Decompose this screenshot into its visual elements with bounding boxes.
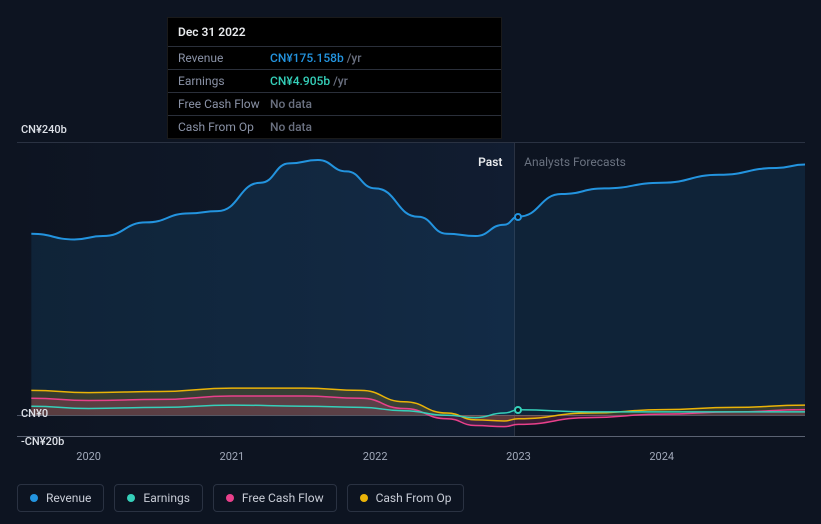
chart-marker — [514, 406, 522, 414]
tooltip-row-label: Earnings — [178, 74, 270, 88]
tooltip-row: Free Cash FlowNo data — [168, 93, 501, 116]
legend-item-earnings[interactable]: Earnings — [114, 484, 203, 512]
earnings-revenue-chart: CN¥240b Past Analysts Forecasts CN¥0 -CN… — [17, 125, 805, 475]
tooltip-row-label: Free Cash Flow — [178, 97, 270, 111]
tooltip-row: Cash From OpNo data — [168, 116, 501, 138]
legend-dot-icon — [127, 494, 135, 502]
tooltip-row-value: CN¥4.905b/yr — [270, 74, 348, 88]
tooltip-row: EarningsCN¥4.905b/yr — [168, 70, 501, 93]
tooltip-row-label: Revenue — [178, 51, 270, 65]
tooltip-row-value: No data — [270, 97, 312, 111]
tooltip-row: RevenueCN¥175.158b/yr — [168, 47, 501, 70]
y-axis-top-label: CN¥240b — [21, 123, 67, 136]
tooltip-row-value: CN¥175.158b/yr — [270, 51, 362, 65]
tooltip-date: Dec 31 2022 — [168, 18, 501, 47]
chart-svg — [17, 143, 805, 438]
x-axis-labels: 2020 2021 2022 2023 2024 — [17, 450, 805, 470]
plot-area[interactable]: Past Analysts Forecasts — [17, 142, 805, 437]
legend-dot-icon — [30, 494, 38, 502]
x-axis-tick: 2020 — [76, 450, 101, 463]
chart-tooltip: Dec 31 2022 RevenueCN¥175.158b/yrEarning… — [167, 17, 502, 139]
legend-label: Free Cash Flow — [242, 491, 324, 505]
chart-marker — [514, 213, 522, 221]
legend-item-revenue[interactable]: Revenue — [17, 484, 104, 512]
tooltip-row-value: No data — [270, 120, 312, 134]
series-fill-revenue — [31, 160, 805, 415]
legend-label: Cash From Op — [376, 491, 452, 505]
y-axis-zero-label: CN¥0 — [21, 407, 48, 420]
x-axis-tick: 2021 — [220, 450, 245, 463]
x-axis-tick: 2024 — [649, 450, 674, 463]
chart-legend: Revenue Earnings Free Cash Flow Cash From O… — [17, 484, 464, 512]
y-axis-bottom-label: -CN¥20b — [21, 435, 64, 448]
legend-dot-icon — [360, 494, 368, 502]
tooltip-row-label: Cash From Op — [178, 120, 270, 134]
legend-label: Earnings — [143, 491, 190, 505]
x-axis-tick: 2022 — [363, 450, 388, 463]
legend-item-cash_from_op[interactable]: Cash From Op — [347, 484, 465, 512]
x-axis-tick: 2023 — [506, 450, 531, 463]
legend-label: Revenue — [46, 491, 91, 505]
legend-item-free_cash_flow[interactable]: Free Cash Flow — [213, 484, 337, 512]
legend-dot-icon — [226, 494, 234, 502]
